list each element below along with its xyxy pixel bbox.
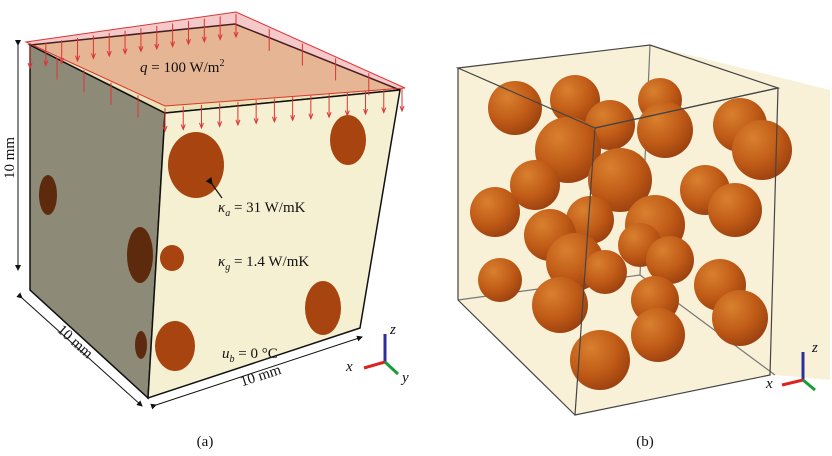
kappa-g: κg = 1.4 W/mK	[218, 254, 309, 273]
sphere	[583, 250, 627, 294]
inclusion	[155, 321, 195, 371]
arrow-head	[399, 105, 405, 113]
arrow-head	[381, 107, 387, 114]
caption-a: (a)	[197, 434, 214, 450]
heat-flux: q = 100 W/m2	[140, 58, 224, 76]
sphere	[646, 236, 694, 284]
arrow-head	[344, 110, 350, 117]
side-inclusions	[39, 175, 153, 359]
arrow-head	[290, 115, 296, 122]
arrow-head	[90, 53, 96, 60]
inclusion	[330, 115, 366, 165]
sphere	[637, 102, 693, 158]
sphere	[488, 81, 542, 135]
axis-y: y	[400, 370, 409, 386]
arrow-head	[235, 119, 241, 127]
sphere	[570, 330, 630, 390]
arrow-head	[122, 48, 128, 56]
arrow-head	[308, 113, 314, 121]
pointer	[205, 177, 223, 199]
arrow-head	[154, 43, 160, 51]
arrow-head	[363, 108, 369, 116]
arrow-head	[170, 41, 176, 48]
arrow-head	[233, 31, 239, 39]
sphere	[470, 187, 520, 237]
inclusion	[160, 245, 184, 271]
axis-triad: z x	[765, 340, 818, 392]
sphere	[566, 196, 614, 244]
inclusion	[305, 281, 341, 335]
inclusion	[127, 227, 153, 283]
sphere	[732, 120, 792, 180]
height-label: 10 mm	[2, 137, 18, 179]
sphere	[712, 290, 768, 346]
axis-z: z	[811, 340, 818, 356]
sphere	[550, 75, 600, 125]
arrow-head	[75, 55, 81, 63]
arrow-head	[43, 60, 49, 67]
inclusion	[135, 331, 147, 359]
arrow-head	[217, 34, 223, 41]
arrow-head	[217, 121, 223, 128]
arrow-head	[27, 62, 33, 70]
axis-x: x	[345, 359, 353, 375]
kappa-a: κa = 31 W/mK	[218, 200, 306, 219]
arrow-head	[59, 58, 65, 65]
arrow-head	[106, 50, 112, 58]
inclusions	[155, 115, 366, 371]
arrow-head	[185, 38, 191, 46]
arrow-head	[138, 46, 144, 53]
axis-z: z	[389, 322, 396, 338]
arrow-head	[271, 116, 277, 124]
sphere	[588, 148, 652, 212]
arrow-head	[201, 36, 207, 44]
panel-a: q = 100 W/m2 κa = 31 W/mK κg = 1.4 W/mK …	[2, 11, 409, 450]
arrow-head	[198, 122, 204, 130]
spheres	[470, 75, 792, 390]
sphere	[532, 277, 588, 333]
flux-plane	[24, 11, 406, 107]
axis-x: x	[765, 376, 773, 392]
panel-b: z x (b)	[455, 44, 830, 450]
arrow-head	[253, 118, 259, 125]
dimension-lines	[15, 40, 363, 410]
arrow-head	[180, 124, 186, 131]
axis-triad: z x y	[345, 322, 409, 386]
sphere	[708, 183, 762, 237]
sphere	[478, 258, 522, 302]
inclusion	[39, 175, 57, 215]
sphere	[510, 160, 560, 210]
box-front	[455, 44, 781, 416]
arrow-head	[326, 111, 332, 119]
flux-arrows	[27, 14, 405, 133]
arrow-head	[162, 125, 168, 133]
sphere	[631, 308, 685, 362]
caption-b: (b)	[636, 434, 654, 450]
